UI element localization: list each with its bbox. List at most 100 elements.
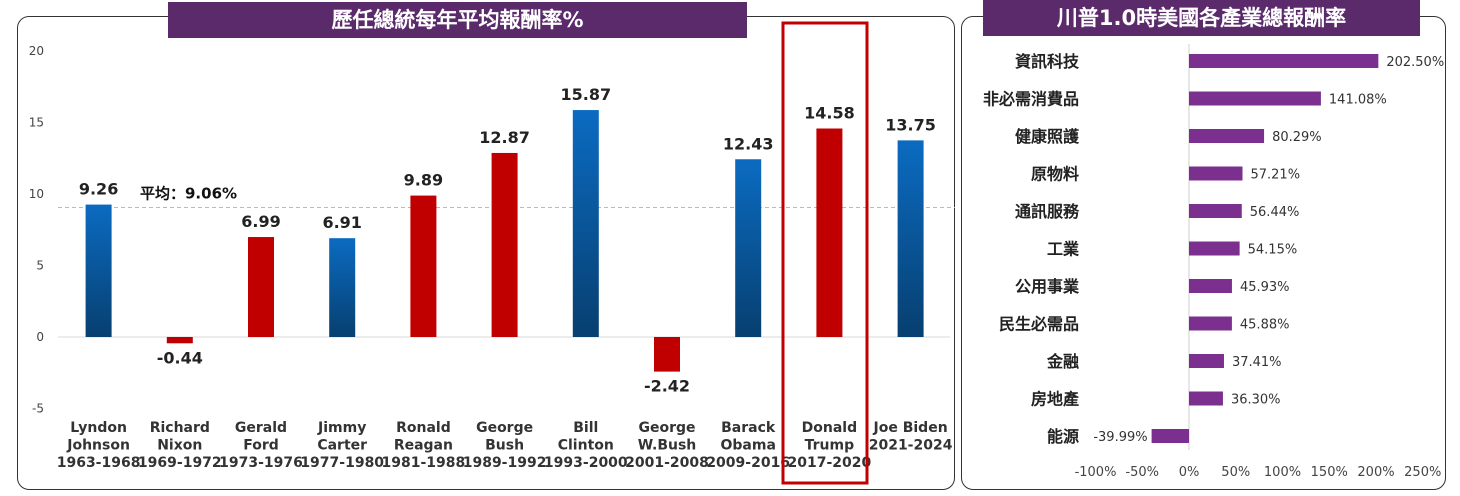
category-label: Bush <box>485 438 524 454</box>
bar <box>1189 54 1379 68</box>
data-label: 57.21% <box>1250 168 1300 183</box>
category-label: 1977-1980 <box>300 455 384 471</box>
category-label: 2017-2020 <box>788 455 872 471</box>
category-label: George <box>476 420 533 436</box>
data-label: 36.30% <box>1231 393 1281 408</box>
category-label: 1969-1972 <box>138 455 222 471</box>
bar <box>572 110 599 338</box>
bar <box>1189 316 1232 331</box>
data-label: 12.43 <box>723 134 774 153</box>
category-label: Joe Biden <box>873 420 948 436</box>
x-tick-label: 150% <box>1311 465 1348 480</box>
bar <box>654 337 680 372</box>
category-label: 原物料 <box>1031 165 1079 184</box>
x-tick-label: 250% <box>1404 465 1441 480</box>
category-label: 2009-2016 <box>706 455 790 471</box>
left-chart-title: 歷任總統每年平均報酬率% <box>168 2 747 38</box>
x-tick-label: -100% <box>1075 465 1117 480</box>
category-label: 1973-1976 <box>219 455 303 471</box>
category-label: Johnson <box>66 438 130 454</box>
bar <box>85 204 112 337</box>
x-tick-label: 50% <box>1221 465 1250 480</box>
right-chart-title: 川普1.0時美國各產業總報酬率 <box>983 0 1420 36</box>
data-label: 14.58 <box>804 104 855 123</box>
bar <box>1151 429 1189 443</box>
data-label: 12.87 <box>479 128 530 147</box>
bar <box>1189 166 1243 181</box>
data-label: -2.42 <box>644 377 690 396</box>
bar <box>735 159 762 337</box>
category-label: Lyndon <box>70 420 127 436</box>
category-label: 房地產 <box>1031 390 1079 409</box>
category-label: 公用事業 <box>1015 277 1080 296</box>
y-tick-label: 0 <box>36 330 44 344</box>
category-label: 1989-1992 <box>463 455 547 471</box>
data-label: 202.50% <box>1386 55 1444 70</box>
data-label: 9.89 <box>404 171 443 190</box>
bar <box>816 128 843 337</box>
category-label: 1963-1968 <box>57 455 141 471</box>
y-tick-label: 10 <box>29 187 44 201</box>
category-label: Reagan <box>394 438 453 454</box>
bar <box>1189 391 1223 406</box>
category-label: 1993-2000 <box>544 455 628 471</box>
data-label: -39.99% <box>1093 430 1147 445</box>
category-label: Trump <box>805 438 855 454</box>
x-tick-label: 100% <box>1264 465 1301 480</box>
bar <box>1189 354 1224 368</box>
category-label: Richard <box>150 420 210 436</box>
data-label: 37.41% <box>1232 355 1282 370</box>
category-label: Jimmy <box>317 420 366 436</box>
data-label: 6.91 <box>322 213 361 232</box>
y-tick-label: 20 <box>29 44 44 58</box>
category-label: 資訊科技 <box>1015 52 1080 71</box>
category-label: 民生必需品 <box>999 315 1079 334</box>
data-label: 56.44% <box>1250 205 1300 220</box>
bar <box>1189 279 1232 293</box>
y-tick-label: -5 <box>32 402 44 416</box>
bar <box>1189 204 1242 218</box>
category-label: W.Bush <box>638 438 697 454</box>
category-label: 通訊服務 <box>1015 202 1080 221</box>
x-tick-label: 200% <box>1357 465 1394 480</box>
category-label: Ronald <box>396 420 451 436</box>
x-tick-label: -50% <box>1125 465 1159 480</box>
category-label: 能源 <box>1047 427 1079 446</box>
category-label: Nixon <box>157 438 202 454</box>
bar <box>410 195 437 337</box>
bar <box>491 152 518 337</box>
data-label: 141.08% <box>1329 93 1387 108</box>
category-label: 1981-1988 <box>382 455 466 471</box>
category-label: 非必需消費品 <box>983 90 1079 109</box>
category-label: Donald <box>802 420 857 436</box>
category-label: Bill <box>573 420 598 436</box>
category-label: Carter <box>317 438 367 454</box>
category-label: 金融 <box>1046 352 1079 371</box>
category-label: Obama <box>720 438 775 454</box>
y-tick-label: 5 <box>36 259 44 273</box>
bar <box>1189 241 1240 256</box>
category-label: Barack <box>721 420 776 436</box>
left-chart-panel <box>17 16 955 490</box>
average-label: 平均：9.06% <box>140 184 237 202</box>
category-label: 工業 <box>1047 240 1080 259</box>
category-label: 健康照護 <box>1015 127 1080 146</box>
bar <box>248 237 274 337</box>
bar <box>166 337 193 344</box>
category-label: Clinton <box>558 438 614 454</box>
data-label: 6.99 <box>241 212 280 231</box>
data-label: 80.29% <box>1272 130 1322 145</box>
data-label: 45.88% <box>1240 318 1290 333</box>
category-label: George <box>638 420 695 436</box>
data-label: -0.44 <box>157 348 203 367</box>
bar <box>897 140 924 337</box>
y-tick-label: 15 <box>29 116 44 130</box>
data-label: 45.93% <box>1240 280 1290 295</box>
bar <box>1189 129 1265 143</box>
data-label: 13.75 <box>885 115 936 134</box>
data-label: 54.15% <box>1248 243 1298 258</box>
data-label: 15.87 <box>560 85 611 104</box>
category-label: 2021-2024 <box>869 438 953 454</box>
